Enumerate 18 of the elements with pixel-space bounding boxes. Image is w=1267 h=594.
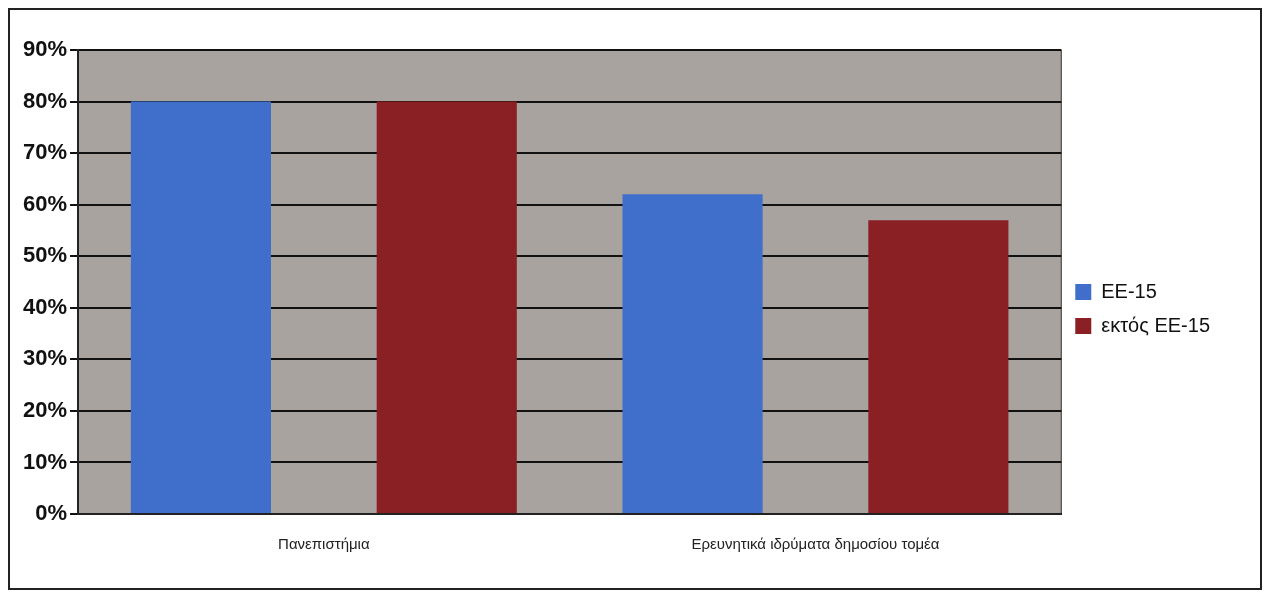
legend-label: EE-15 — [1101, 279, 1157, 302]
bar — [622, 194, 763, 513]
y-tick-label: 20% — [22, 396, 68, 422]
y-tick-label: 30% — [22, 345, 68, 371]
y-tick-label: 40% — [22, 293, 68, 319]
bar — [376, 101, 517, 513]
y-tick-label: 50% — [22, 242, 68, 268]
y-tick-label: 80% — [22, 87, 68, 113]
y-tick-label: 0% — [35, 500, 68, 526]
bar — [130, 101, 271, 513]
legend-label: εκτός EE-15 — [1101, 313, 1211, 336]
x-tick-label: Πανεπιστήμια — [278, 535, 370, 553]
y-tick-label: 10% — [22, 448, 68, 474]
y-tick-label: 90% — [22, 36, 68, 62]
bar — [868, 220, 1009, 513]
y-tick-label: 60% — [22, 190, 68, 216]
y-tick-label: 70% — [22, 139, 68, 165]
x-tick-label: Ερευνητικά ιδρύματα δημοσίου τομέα — [691, 535, 940, 553]
